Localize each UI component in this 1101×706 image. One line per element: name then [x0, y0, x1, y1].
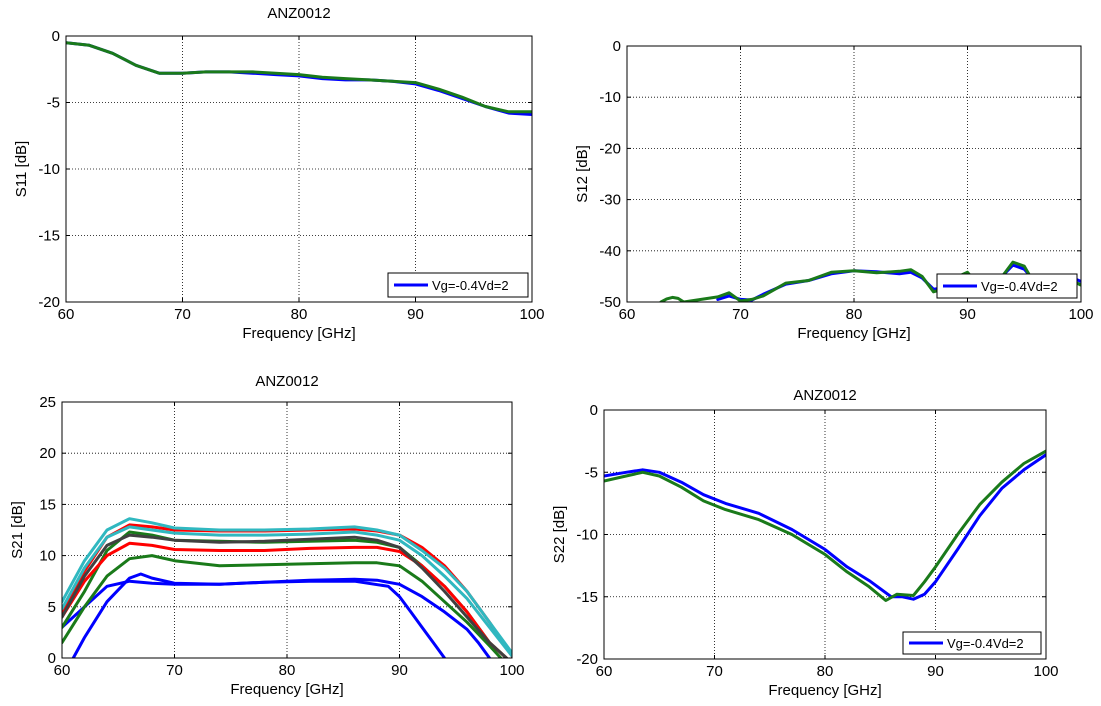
x-tick-label: 100 — [499, 662, 524, 679]
x-axis-label: Frequency [GHz] — [230, 681, 343, 698]
x-tick-label: 100 — [1033, 663, 1058, 680]
x-tick-label: 70 — [706, 663, 723, 680]
panel-s22: 60 70 80 90 100 -20 -15 -10 -5 0 ANZ0012 Frequency … — [551, 387, 1059, 699]
x-tick-label: 90 — [391, 662, 408, 679]
x-tick-label: 80 — [279, 662, 296, 679]
panel-s11: 60 70 80 90 100 -20 -15 -10 -5 0 ANZ0012 Frequency … — [13, 5, 545, 342]
legend: Vg=-0.4Vd=2 — [936, 273, 1078, 299]
y-axis-label: S12 [dB] — [574, 145, 591, 203]
y-tick-label: 0 — [613, 38, 621, 55]
series-line-s11-1 — [66, 41, 532, 114]
x-tick-label: 90 — [959, 306, 976, 323]
x-axis-label: Frequency [GHz] — [242, 325, 355, 342]
axes-box-s21 — [61, 401, 513, 659]
y-tick-label: -5 — [585, 464, 598, 481]
axes-box-s11 — [65, 35, 533, 303]
y-tick-label: 20 — [39, 445, 56, 462]
x-tick-label: 60 — [58, 306, 75, 323]
legend-label: Vg=-0.4Vd=2 — [981, 279, 1058, 294]
x-tick-label: 80 — [291, 306, 308, 323]
y-axis-label: S11 [dB] — [13, 141, 30, 197]
x-tick-label: 70 — [174, 306, 191, 323]
y-tick-label: -20 — [38, 294, 60, 311]
x-tick-label: 100 — [519, 306, 544, 323]
y-tick-label: -50 — [599, 294, 621, 311]
legend-box — [387, 272, 529, 298]
legend: Vg=-0.4Vd=2 — [387, 272, 529, 298]
y-tick-label: 15 — [39, 496, 56, 513]
series-line-s22-0 — [604, 453, 1046, 601]
series-line-s21-1 — [71, 572, 491, 658]
x-tick-label: 90 — [927, 663, 944, 680]
axes-box-s12 — [626, 45, 1082, 303]
y-tick-label: -40 — [599, 243, 621, 260]
y-tick-label: 0 — [52, 28, 60, 45]
y-tick-label: -15 — [38, 228, 60, 245]
y-tick-label: -10 — [38, 161, 60, 178]
panel-s12: 60 70 80 90 100 -50 -40 -30 -20 -10 0 Frequency [GH… — [574, 38, 1094, 342]
legend: Vg=-0.4Vd=2 — [902, 631, 1042, 655]
x-tick-label: 90 — [407, 306, 424, 323]
series-line-s12-1 — [659, 260, 1081, 302]
y-tick-label: -5 — [47, 95, 60, 112]
series-line-s22-1 — [604, 449, 1046, 602]
axes-box-s22 — [603, 409, 1047, 660]
y-axis-label: S21 [dB] — [9, 501, 26, 559]
x-tick-label: 80 — [846, 306, 863, 323]
x-tick-label: 70 — [732, 306, 749, 323]
chart-title: ANZ0012 — [267, 5, 330, 22]
series-line-s21-6 — [62, 533, 508, 658]
series-line-s21-7 — [62, 517, 512, 655]
x-tick-label: 70 — [166, 662, 183, 679]
series-line-s21-8 — [62, 525, 512, 658]
chart-title: ANZ0012 — [793, 387, 856, 404]
series-line-s21-2 — [62, 554, 503, 658]
x-tick-label: 100 — [1068, 306, 1093, 323]
y-tick-label: -10 — [576, 527, 598, 544]
y-axis-label: S22 [dB] — [551, 506, 568, 564]
x-axis-label: Frequency [GHz] — [797, 325, 910, 342]
y-tick-label: 0 — [48, 650, 56, 667]
panel-s21: 60 70 80 90 100 0 5 10 15 20 25 ANZ0012 Frequency [G… — [9, 373, 525, 698]
y-tick-label: -20 — [599, 140, 621, 157]
x-axis-label: Frequency [GHz] — [768, 682, 881, 699]
series-line-s21-4 — [62, 541, 508, 658]
x-tick-label: 80 — [817, 663, 834, 680]
x-tick-label: 60 — [596, 663, 613, 680]
y-tick-label: 25 — [39, 394, 56, 411]
y-tick-label: 5 — [48, 599, 56, 616]
y-tick-label: -10 — [599, 89, 621, 106]
legend-label: Vg=-0.4Vd=2 — [947, 636, 1024, 651]
legend-label: Vg=-0.4Vd=2 — [432, 278, 509, 293]
x-tick-label: 60 — [619, 306, 636, 323]
y-tick-label: -15 — [576, 589, 598, 606]
y-tick-label: -20 — [576, 651, 598, 668]
y-tick-label: 10 — [39, 548, 56, 565]
y-tick-label: 0 — [590, 402, 598, 419]
legend-box — [902, 631, 1042, 655]
x-tick-label: 60 — [54, 662, 71, 679]
y-tick-label: -30 — [599, 192, 621, 209]
chart-title: ANZ0012 — [255, 373, 318, 390]
